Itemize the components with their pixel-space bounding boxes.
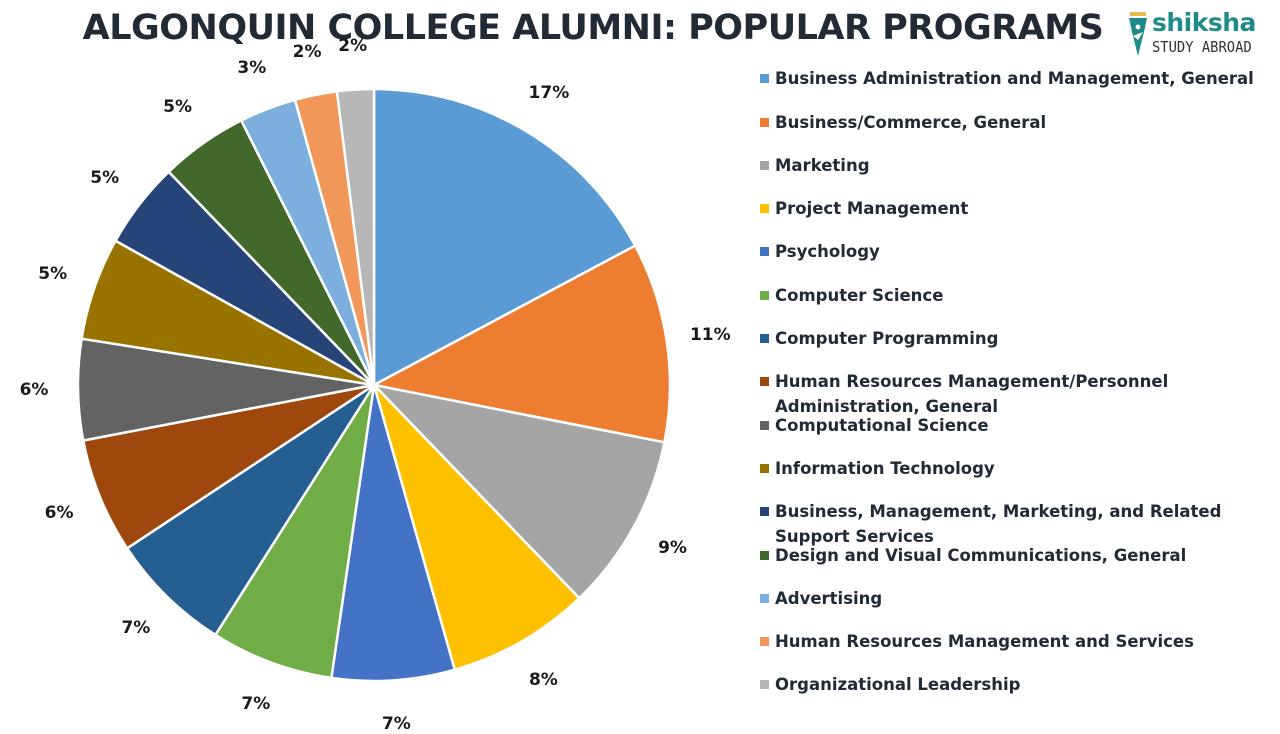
slice-percentage-label: 17% xyxy=(528,83,570,104)
slice-percentage-label: 2% xyxy=(338,35,368,56)
legend-label: Computer Programming xyxy=(775,329,999,348)
legend-swatch-icon xyxy=(760,247,769,256)
slice-percentage-label: 7% xyxy=(381,714,411,734)
legend-swatch-icon xyxy=(760,421,769,430)
legend-swatch-icon xyxy=(760,161,769,170)
slice-percentage-label: 6% xyxy=(19,380,49,401)
legend-item: Computer Programming xyxy=(760,326,1255,351)
pie-slice xyxy=(81,383,376,550)
legend-swatch-icon xyxy=(760,594,769,603)
shiksha-logo: shiksha STUDY ABROAD xyxy=(1126,8,1268,60)
slice-percentage-label: 3% xyxy=(237,57,267,78)
legend-label: Organizational Leadership xyxy=(775,675,1021,694)
legend-item: Design and Visual Communications, Genera… xyxy=(760,543,1255,568)
chart-title: ALGONQUIN COLLEGE ALUMNI: POPULAR PROGRA… xyxy=(82,8,1104,48)
legend-label: Project Management xyxy=(775,199,969,218)
legend-item: Project Management xyxy=(760,196,1255,221)
legend-item: Organizational Leadership xyxy=(760,672,1255,697)
pie-slice xyxy=(372,87,637,387)
pie-slice xyxy=(372,383,666,600)
slice-percentage-label: 8% xyxy=(528,669,558,690)
pie-slice xyxy=(330,383,457,683)
pie-slice xyxy=(214,383,376,680)
pen-nib-icon xyxy=(1129,12,1147,56)
legend-item: Computational Science xyxy=(760,413,1255,438)
legend-label: Human Resources Management and Services xyxy=(775,632,1194,651)
pie-slice xyxy=(125,383,376,637)
legend-swatch-icon xyxy=(760,680,769,689)
legend-swatch-icon xyxy=(760,464,769,473)
legend-item: Marketing xyxy=(760,153,1255,178)
legend-label: Computer Science xyxy=(775,286,944,305)
legend-label: Business Administration and Management, … xyxy=(775,69,1254,88)
legend-swatch-icon xyxy=(760,334,769,343)
legend-item: Human Resources Management/Personnel Adm… xyxy=(760,369,1255,419)
legend-label: Business, Management, Marketing, and Rel… xyxy=(775,502,1222,546)
slice-percentage-label: 11% xyxy=(689,325,731,345)
slice-percentage-label: 5% xyxy=(38,263,68,284)
logo-subtitle: STUDY ABROAD xyxy=(1152,38,1252,56)
legend-label: Human Resources Management/Personnel Adm… xyxy=(775,372,1169,416)
legend-swatch-icon xyxy=(760,551,769,560)
legend-swatch-icon xyxy=(760,637,769,646)
legend-item: Computer Science xyxy=(760,283,1255,308)
slice-percentage-label: 7% xyxy=(241,693,271,714)
slice-percentage-label: 9% xyxy=(658,537,687,558)
pie-slice xyxy=(372,244,672,444)
legend-item: Advertising xyxy=(760,586,1255,611)
legend-item: Human Resources Management and Services xyxy=(760,629,1255,654)
legend-label: Design and Visual Communications, Genera… xyxy=(775,546,1187,565)
legend-item: Business Administration and Management, … xyxy=(760,66,1255,91)
legend-label: Information Technology xyxy=(775,459,995,478)
slice-percentage-label: 5% xyxy=(90,167,120,188)
slice-percentage-label: 5% xyxy=(163,97,193,118)
legend-swatch-icon xyxy=(760,74,769,83)
slice-percentage-label: 6% xyxy=(44,503,74,524)
logo-brand: shiksha xyxy=(1152,8,1256,37)
legend-label: Business/Commerce, General xyxy=(775,113,1047,132)
legend-swatch-icon xyxy=(760,204,769,213)
legend-label: Psychology xyxy=(775,242,880,261)
legend-item: Psychology xyxy=(760,239,1255,264)
legend-swatch-icon xyxy=(760,507,769,516)
pie-slice xyxy=(372,383,581,672)
pie-chart xyxy=(76,87,672,683)
legend-label: Marketing xyxy=(775,156,870,175)
legend-item: Information Technology xyxy=(760,456,1255,481)
legend-swatch-icon xyxy=(760,377,769,386)
legend-label: Computational Science xyxy=(775,416,989,435)
pie-slice xyxy=(335,87,376,387)
legend-swatch-icon xyxy=(760,118,769,127)
slice-percentage-label: 2% xyxy=(292,41,322,62)
slice-percentage-label: 7% xyxy=(121,617,151,638)
legend-label: Advertising xyxy=(775,589,883,608)
legend-item: Business, Management, Marketing, and Rel… xyxy=(760,499,1255,549)
legend-item: Business/Commerce, General xyxy=(760,110,1255,135)
legend-swatch-icon xyxy=(760,291,769,300)
